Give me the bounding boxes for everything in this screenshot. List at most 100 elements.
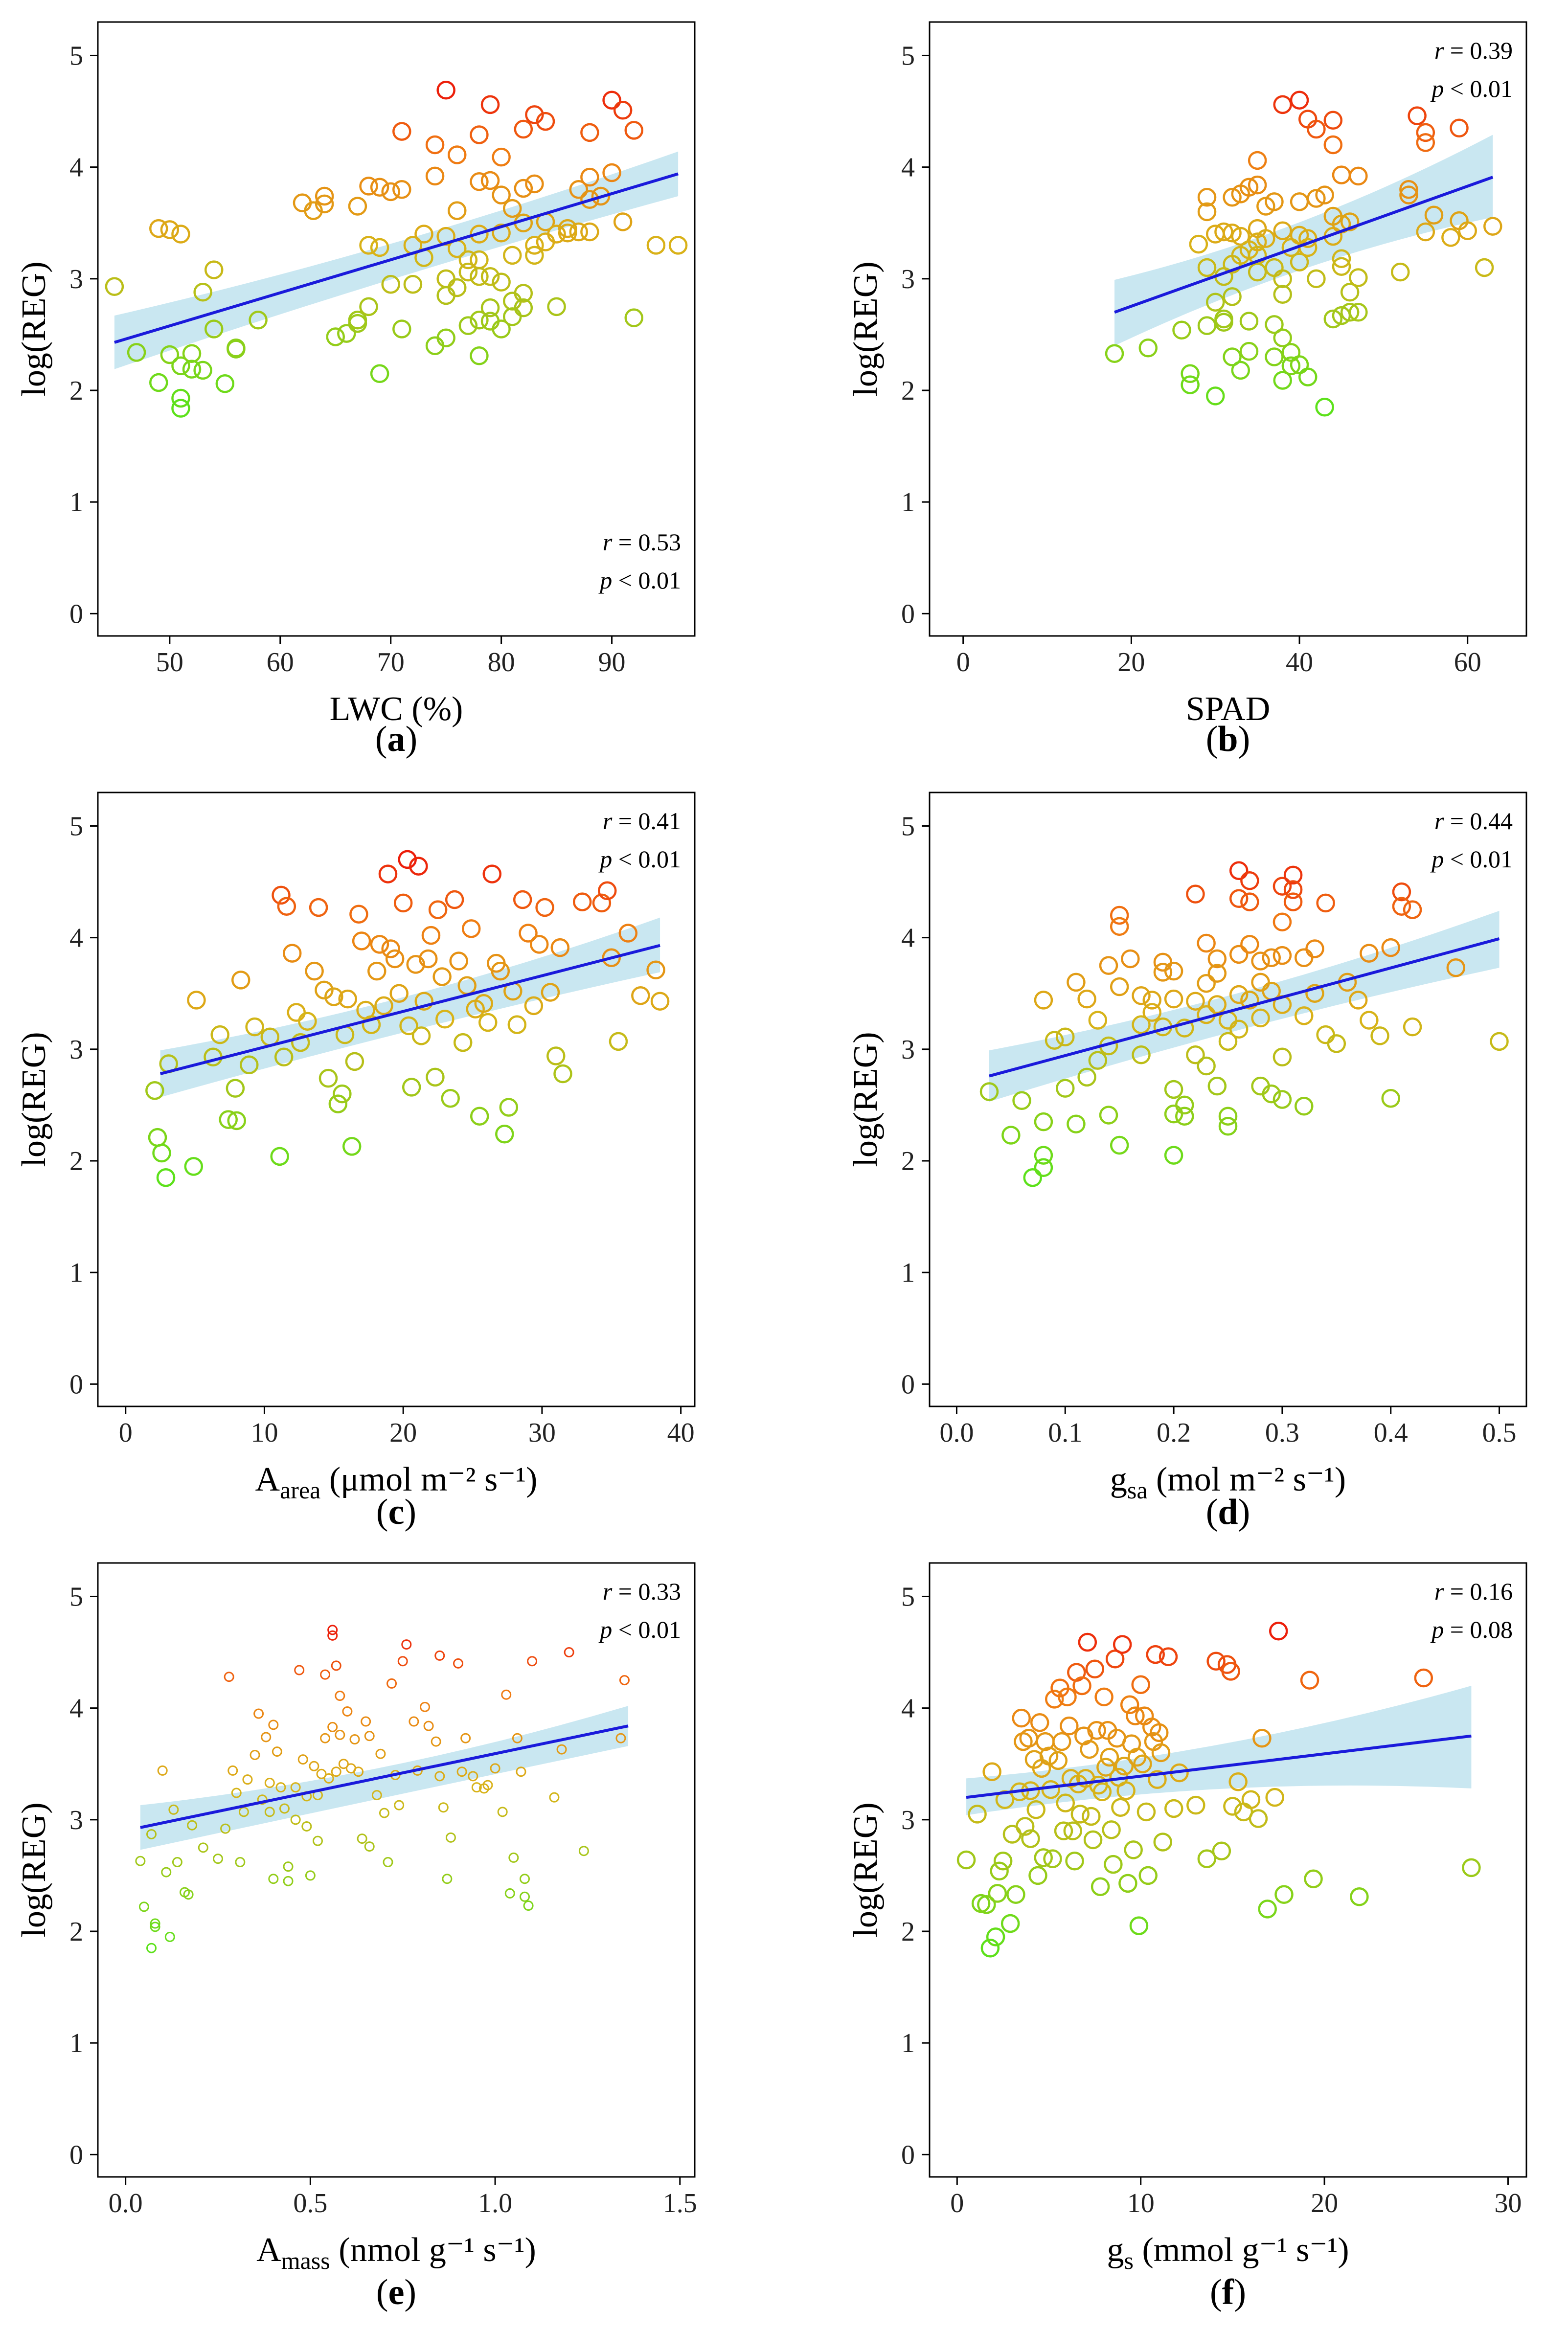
y-tick-label: 3 <box>69 264 83 294</box>
data-point <box>349 1734 360 1745</box>
y-tick-label: 2 <box>901 1146 915 1177</box>
data-point <box>315 186 334 206</box>
data-point <box>1273 221 1292 240</box>
stat-p: p < 0.01 <box>1430 75 1513 102</box>
data-point <box>1316 893 1335 913</box>
data-point <box>1307 269 1326 289</box>
data-point <box>1218 1117 1238 1136</box>
data-point <box>1349 268 1368 287</box>
data-point <box>602 948 621 967</box>
data-point <box>1424 205 1444 225</box>
x-axis-label: LWC (%) <box>330 690 463 728</box>
data-point <box>428 900 448 919</box>
data-point <box>1441 228 1460 247</box>
data-point <box>1399 185 1418 204</box>
y-tick-label: 5 <box>901 1582 915 1612</box>
data-point <box>335 1729 345 1740</box>
scatter-points <box>1105 91 1502 417</box>
data-point <box>315 194 334 214</box>
data-point <box>1000 1914 1020 1933</box>
data-point <box>556 1744 567 1755</box>
data-point <box>357 1833 367 1844</box>
data-point <box>1360 944 1379 963</box>
data-point <box>527 1656 538 1667</box>
y-axis-label: log(REG) <box>15 1032 53 1167</box>
data-point <box>227 1765 238 1776</box>
data-point <box>1229 945 1249 964</box>
data-point <box>1110 977 1129 996</box>
data-point <box>535 898 554 917</box>
data-point <box>1262 948 1281 967</box>
data-point <box>598 881 617 901</box>
data-point <box>1078 1632 1097 1652</box>
data-point <box>1189 234 1208 254</box>
data-point <box>491 961 510 981</box>
data-point <box>613 212 633 231</box>
data-point <box>650 992 670 1011</box>
data-point <box>1043 1849 1062 1868</box>
data-point <box>399 1016 418 1036</box>
plot-frame <box>929 792 1527 1407</box>
data-point <box>990 1861 1009 1881</box>
y-tick-label: 5 <box>69 811 83 841</box>
data-point <box>245 1017 264 1037</box>
scatter-points <box>145 850 670 1187</box>
data-point <box>253 1708 264 1719</box>
data-point <box>453 1658 464 1669</box>
data-point <box>1153 963 1173 982</box>
data-point <box>490 1763 500 1774</box>
data-point <box>1223 1797 1242 1816</box>
data-point <box>1239 312 1259 331</box>
data-point <box>1332 249 1351 268</box>
y-axis-label: log(REG) <box>15 261 53 396</box>
data-point <box>333 1084 352 1104</box>
data-point <box>1034 1146 1053 1165</box>
data-point <box>150 1922 160 1932</box>
data-point <box>564 1647 574 1658</box>
data-point <box>1290 252 1309 272</box>
data-point <box>238 1807 249 1817</box>
data-point <box>1295 1096 1314 1116</box>
data-point <box>580 123 599 142</box>
data-point <box>1060 1716 1079 1736</box>
x-tick-label: 0.3 <box>1265 1418 1299 1448</box>
data-point <box>1305 984 1324 1003</box>
data-point <box>397 1656 408 1667</box>
data-point <box>1186 884 1205 904</box>
data-point <box>401 1639 412 1650</box>
y-tick-label: 3 <box>901 1805 915 1835</box>
data-point <box>525 174 544 194</box>
data-point <box>435 1009 454 1029</box>
data-point <box>1381 938 1400 957</box>
data-point <box>250 1749 260 1760</box>
data-point <box>646 960 665 980</box>
data-point <box>525 236 544 255</box>
data-point <box>1399 180 1418 199</box>
data-point <box>149 373 168 392</box>
data-point <box>1416 133 1435 152</box>
data-point <box>1110 1135 1129 1155</box>
data-point <box>342 1706 353 1717</box>
data-point <box>331 1660 341 1671</box>
data-point <box>1164 961 1183 981</box>
data-point <box>138 1901 149 1912</box>
data-point <box>1132 1045 1151 1064</box>
data-point <box>1340 212 1360 231</box>
y-tick-label: 1 <box>69 2028 83 2059</box>
y-tick-label: 0 <box>69 1369 83 1400</box>
data-point <box>1197 258 1217 277</box>
stat-p: p < 0.01 <box>598 845 681 873</box>
data-point <box>1392 882 1411 902</box>
data-point <box>327 1721 338 1732</box>
data-point <box>1273 912 1292 931</box>
data-point <box>1072 1676 1091 1696</box>
stat-r: r = 0.44 <box>1434 807 1513 835</box>
data-point <box>988 1884 1007 1903</box>
y-tick-label: 2 <box>69 376 83 406</box>
data-point <box>1138 1866 1158 1885</box>
data-point <box>523 1901 534 1911</box>
data-point <box>458 316 478 335</box>
data-point <box>591 186 611 206</box>
y-tick-label: 1 <box>901 1258 915 1288</box>
stat-r: r = 0.39 <box>1434 37 1513 64</box>
